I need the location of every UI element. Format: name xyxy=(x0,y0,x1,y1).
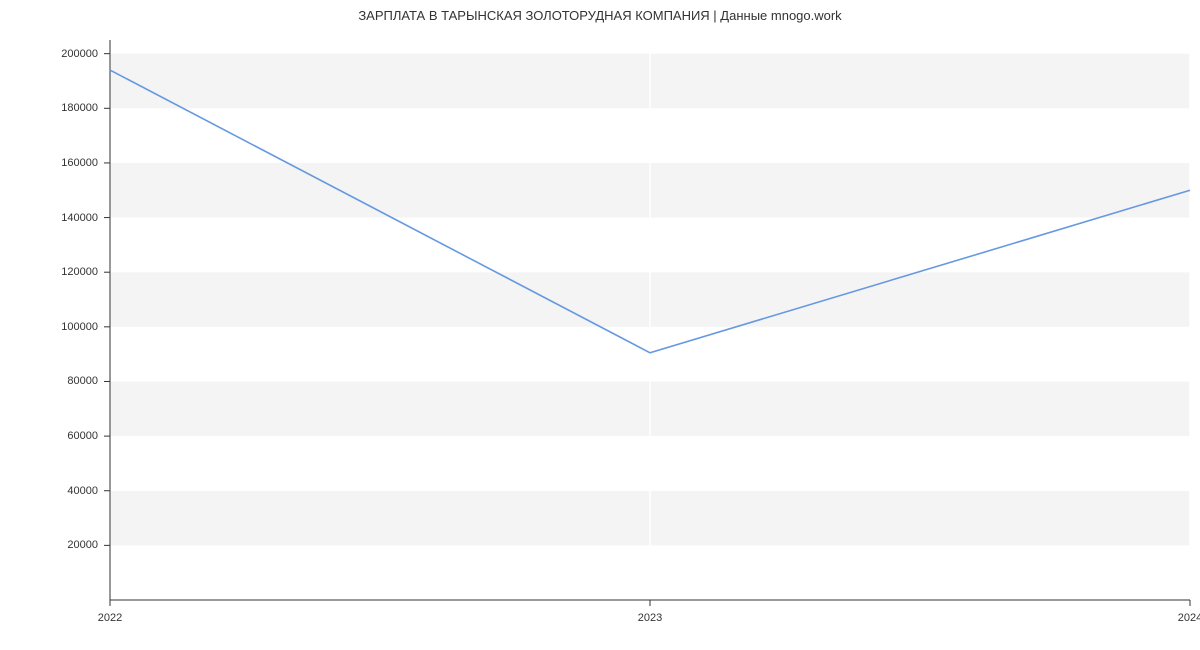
y-tick-label: 80000 xyxy=(0,375,98,387)
y-tick-label: 140000 xyxy=(0,212,98,224)
y-tick-label: 60000 xyxy=(0,430,98,442)
y-tick-label: 200000 xyxy=(0,48,98,60)
x-tick-label: 2023 xyxy=(638,612,662,624)
x-tick-label: 2022 xyxy=(98,612,122,624)
y-tick-label: 160000 xyxy=(0,157,98,169)
y-tick-label: 20000 xyxy=(0,539,98,551)
chart-title: ЗАРПЛАТА В ТАРЫНСКАЯ ЗОЛОТОРУДНАЯ КОМПАН… xyxy=(0,8,1200,23)
x-tick-label: 2024 xyxy=(1178,612,1200,624)
plot-area xyxy=(110,40,1190,600)
plot-svg xyxy=(110,40,1190,600)
y-tick-label: 40000 xyxy=(0,485,98,497)
chart-container: ЗАРПЛАТА В ТАРЫНСКАЯ ЗОЛОТОРУДНАЯ КОМПАН… xyxy=(0,0,1200,650)
y-tick-label: 120000 xyxy=(0,266,98,278)
y-tick-label: 100000 xyxy=(0,321,98,333)
y-tick-label: 180000 xyxy=(0,102,98,114)
